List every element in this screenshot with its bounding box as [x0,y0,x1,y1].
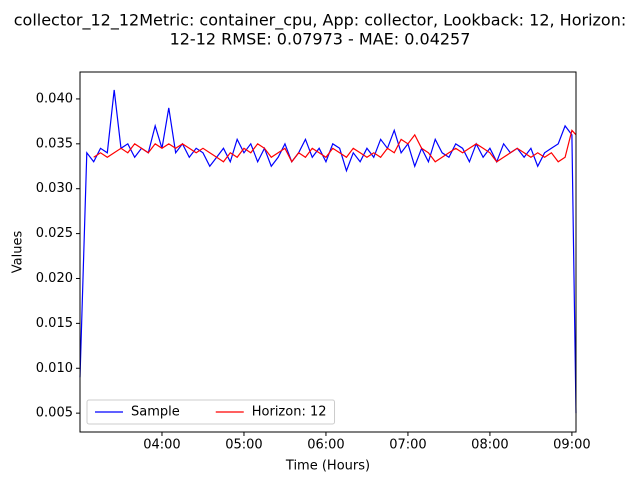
y-tick-label: 0.040 [36,91,73,106]
x-tick-label: 05:00 [225,438,262,453]
y-tick-label: 0.035 [36,136,73,151]
x-tick-label: 06:00 [307,438,344,453]
x-tick-label: 08:00 [471,438,508,453]
x-tick-label: 04:00 [143,438,180,453]
series-line [79,89,577,414]
y-tick-label: 0.025 [36,226,73,241]
x-tick-label: 07:00 [389,438,426,453]
plot-frame [79,71,577,433]
y-axis-label: Values [11,231,26,274]
legend-label: Sample [131,405,180,420]
y-tick-label: 0.005 [36,406,73,421]
x-axis-label: Time (Hours) [285,459,370,474]
x-tick-label: 09:00 [553,438,590,453]
chart-title: 12-12 RMSE: 0.07973 - MAE: 0.04257 [170,30,471,49]
y-tick-label: 0.010 [36,361,73,376]
legend [86,399,336,425]
y-tick-label: 0.030 [36,181,73,196]
y-tick-label: 0.015 [36,316,73,331]
legend-label: Horizon: 12 [252,405,327,420]
series-line [93,129,577,163]
chart-title: collector_12_12Metric: container_cpu, Ap… [14,11,627,31]
y-tick-label: 0.020 [36,271,73,286]
